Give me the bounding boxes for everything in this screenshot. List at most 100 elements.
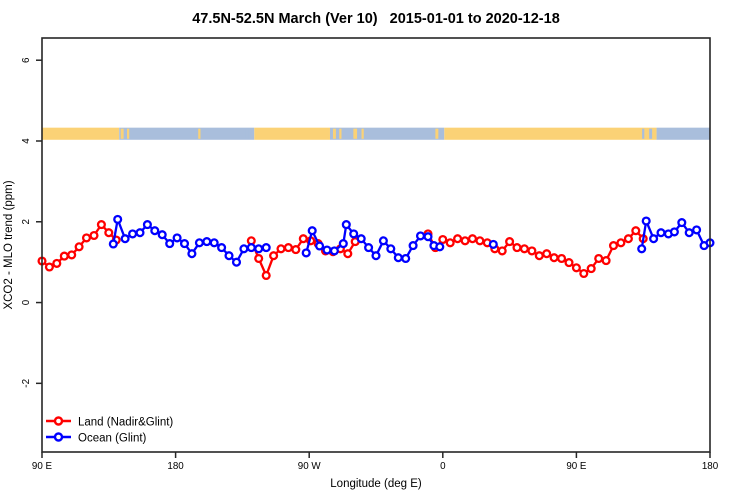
x-tick-label: 90 E <box>566 461 587 472</box>
ocean-data-point <box>401 253 411 264</box>
y-axis-label: XCO2 - MLO trend (ppm) <box>3 180 15 309</box>
y-tick-label: -2 <box>21 379 32 388</box>
x-tick-label: 180 <box>167 461 184 472</box>
ocean-data-point <box>423 232 433 242</box>
legend-item-ocean: Ocean (Glint) <box>46 432 147 445</box>
ocean-data-point <box>356 234 366 244</box>
legend-item-land: Land (Nadir&Glint) <box>46 416 173 429</box>
surface-band-speckle-land <box>120 128 124 139</box>
surface-band-ocean <box>656 127 710 140</box>
land-data-point <box>586 264 596 274</box>
ocean-data-point <box>338 239 348 249</box>
legend-ocean-marker-icon <box>53 432 64 442</box>
land-data-point <box>497 246 507 256</box>
ocean-data-point <box>239 244 249 254</box>
land-data-point <box>298 234 308 244</box>
land-data-point <box>445 238 455 248</box>
ocean-data-point <box>179 239 190 249</box>
ocean-data-point <box>187 249 197 259</box>
land-data-point <box>291 245 301 255</box>
land-data-point <box>104 228 114 238</box>
land-data-point <box>564 258 574 268</box>
legend-land-label: Land (Nadir&Glint) <box>78 417 173 429</box>
surface-band-land <box>42 127 120 140</box>
y-tick-label: 4 <box>21 138 32 144</box>
surface-band-speckle-ocean <box>245 128 249 139</box>
surface-band-speckle-ocean <box>649 128 653 139</box>
land-data-point <box>519 244 529 254</box>
ocean-data-point <box>364 243 374 253</box>
surface-band-land <box>444 127 657 140</box>
y-tick-label: 0 <box>21 299 32 305</box>
x-tick-label: 0 <box>440 461 446 472</box>
land-data-point <box>269 251 279 261</box>
ocean-data-point <box>393 253 403 263</box>
ocean-data-point <box>231 257 242 267</box>
surface-band-speckle-land <box>435 128 439 139</box>
ocean-data-point <box>684 228 694 238</box>
legend-ocean-label: Ocean (Glint) <box>78 433 147 445</box>
ocean-data-point <box>150 226 160 236</box>
land-data-point <box>89 230 99 241</box>
ocean-data-point <box>435 242 445 252</box>
surface-band-land <box>254 127 330 140</box>
land-data-point <box>608 241 619 251</box>
legend: Land (Nadir&Glint) Ocean (Glint) <box>46 416 173 445</box>
ocean-data-point <box>637 244 647 254</box>
ocean-data-point <box>120 234 130 244</box>
land-data-point <box>52 258 62 268</box>
land-data-point <box>81 233 92 243</box>
land-data-point <box>475 236 485 246</box>
ocean-data-point <box>371 251 381 261</box>
ocean-data-point <box>209 238 219 248</box>
ocean-data-point <box>315 241 325 251</box>
land-data-point <box>571 263 581 273</box>
land-data-point <box>505 237 515 247</box>
x-axis-label: Longitude (deg E) <box>330 478 422 490</box>
ocean-data-point <box>254 244 264 254</box>
ocean-data-point <box>408 241 418 251</box>
ocean-data-point <box>341 220 351 230</box>
ocean-data-point <box>172 233 182 243</box>
land-data-point <box>283 243 293 253</box>
land-data-point <box>74 242 84 252</box>
land-data-point <box>527 246 537 256</box>
ocean-data-point <box>692 225 702 235</box>
surface-band-speckle-land <box>353 128 358 139</box>
ocean-data-point <box>217 243 227 253</box>
land-data-point <box>261 270 271 281</box>
land-data-point <box>579 268 589 279</box>
ocean-data-point <box>108 239 118 249</box>
surface-band-speckle-land <box>198 128 201 139</box>
plot-frame <box>41 37 711 453</box>
ocean-data-point <box>261 243 271 253</box>
land-data-point <box>534 251 544 261</box>
land-data-point <box>616 238 626 248</box>
land-data-point <box>623 234 633 244</box>
axis-ticks: 90 E 180 90 W 0 90 E 180 6 4 2 0 -2 <box>21 57 719 472</box>
surface-band-ocean <box>119 127 255 140</box>
ocean-data-point <box>194 238 204 248</box>
ocean-data-point <box>677 218 687 228</box>
surface-band-speckle-ocean <box>642 128 645 139</box>
ocean-data-point <box>157 230 167 240</box>
land-data-point <box>453 234 463 244</box>
x-tick-label: 90 E <box>32 461 53 472</box>
ocean-data-point <box>322 245 332 255</box>
land-data-point <box>276 244 286 254</box>
ocean-data-point <box>329 246 339 256</box>
land-data-point <box>594 253 604 264</box>
ocean-data-point <box>113 214 123 224</box>
ocean-data-point <box>224 251 234 261</box>
ocean-data-point <box>165 239 175 249</box>
land-data-point <box>96 220 106 230</box>
ocean-data-point <box>301 248 311 258</box>
ocean-data-point <box>386 244 396 254</box>
ocean-data-point <box>656 228 666 238</box>
surface-band-speckle-land <box>339 128 342 139</box>
land-data-point <box>44 262 54 272</box>
ocean-data-point <box>202 237 212 247</box>
ocean-data-point <box>669 227 679 237</box>
